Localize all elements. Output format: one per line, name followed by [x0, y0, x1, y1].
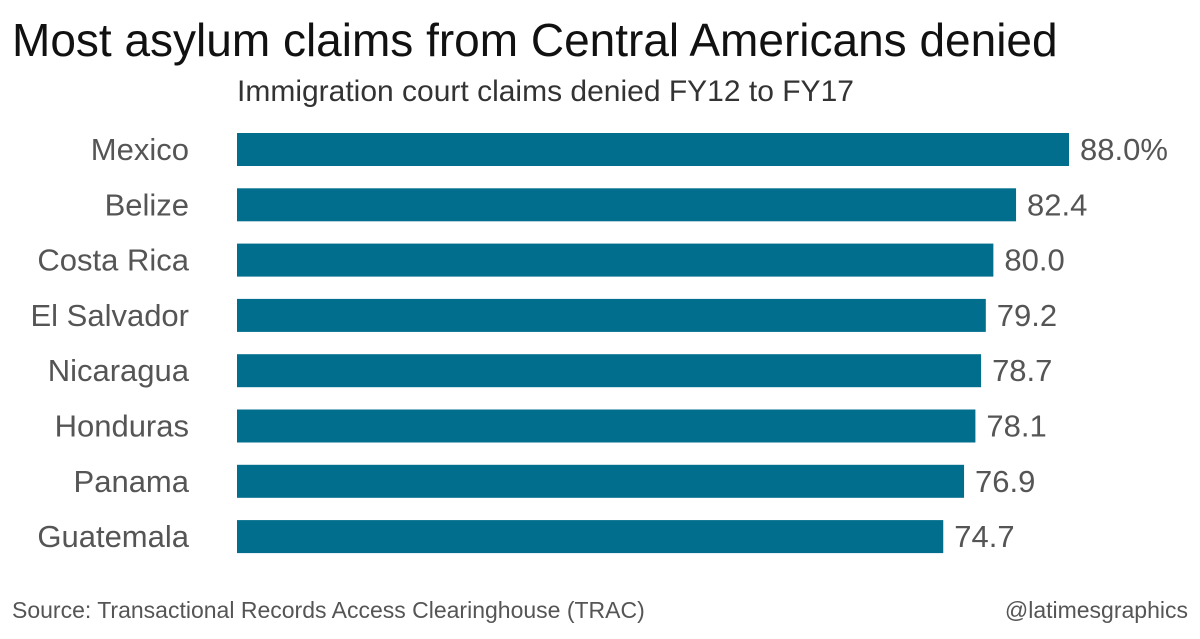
credit-line: @latimesgraphics	[1004, 597, 1188, 623]
value-label: 80.0	[1004, 243, 1064, 278]
category-label: Costa Rica	[37, 243, 189, 278]
value-label: 79.2	[997, 298, 1057, 333]
bar	[237, 464, 965, 498]
chart-footer: Source: Transactional Records Access Cle…	[12, 594, 1188, 626]
value-label: 74.7	[954, 519, 1014, 554]
value-label: 76.9	[975, 464, 1035, 499]
value-label: 78.7	[992, 353, 1052, 388]
category-label: El Salvador	[30, 298, 189, 333]
category-label: Mexico	[91, 132, 189, 167]
value-label: 88.0%	[1080, 132, 1168, 167]
chart-subtitle: Immigration court claims denied FY12 to …	[237, 75, 854, 108]
category-label: Honduras	[55, 409, 189, 444]
bar	[237, 243, 994, 277]
value-label: 78.1	[986, 409, 1046, 444]
bar	[237, 188, 1017, 222]
category-label: Panama	[74, 464, 190, 499]
category-label: Guatemala	[37, 519, 189, 554]
bar	[237, 298, 986, 332]
bar	[237, 133, 1069, 166]
bar	[237, 354, 982, 388]
source-note: Source: Transactional Records Access Cle…	[12, 597, 645, 623]
value-label: 82.4	[1027, 187, 1087, 222]
category-label: Nicaragua	[48, 353, 190, 388]
category-label: Belize	[105, 187, 189, 222]
chart-title: Most asylum claims from Central American…	[12, 14, 1058, 66]
bar-chart: Mexico 88.0% Belize 82.4 Costa Rica 80.0 El Sa…	[30, 132, 1168, 554]
bar	[237, 409, 976, 443]
bar	[237, 520, 944, 554]
